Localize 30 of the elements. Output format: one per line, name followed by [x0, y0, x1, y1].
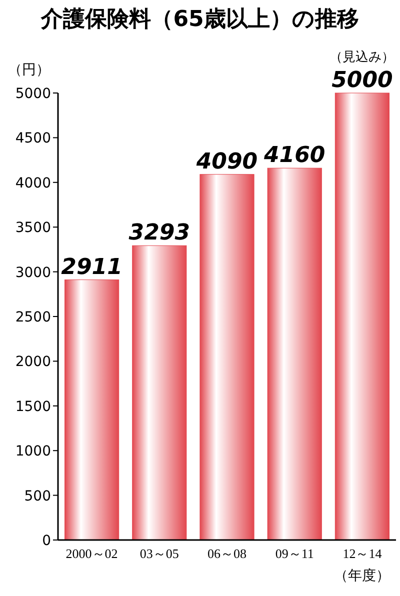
annotation: （見込み） [330, 50, 395, 65]
y-tick-label: 5000 [15, 86, 51, 102]
y-tick-label: 4000 [15, 175, 51, 192]
data-label: 5000 [332, 68, 393, 93]
chart-title: 介護保険料（65歳以上）の推移 [40, 7, 359, 32]
x-tick-label: 06～08 [208, 546, 246, 561]
data-label: 3293 [128, 220, 190, 246]
x-tick-label: 12～14 [342, 546, 382, 561]
bar [200, 174, 254, 540]
y-tick-label: 0 [42, 533, 51, 549]
y-tick-label: 2000 [15, 354, 51, 370]
bar [334, 92, 390, 540]
data-label: 4090 [195, 149, 258, 174]
y-tick-label: 500 [24, 488, 51, 504]
x-axis-title: （年度） [334, 568, 390, 584]
y-tick-label: 2500 [15, 310, 51, 326]
y-tick-label: 3000 [15, 264, 51, 281]
x-tick-label: 09～11 [275, 546, 314, 561]
bar [267, 168, 322, 540]
y-tick-label: 1000 [15, 444, 51, 460]
y-axis-title: （円） [8, 62, 50, 78]
bar [64, 280, 120, 540]
data-label: 4160 [262, 143, 326, 168]
data-label: 2911 [61, 254, 122, 280]
x-tick-label: 03～05 [140, 546, 179, 561]
bar [132, 245, 187, 540]
y-tick-label: 1500 [15, 398, 51, 415]
x-tick-label: 2000～02 [66, 546, 118, 561]
y-tick-label: 4500 [15, 130, 51, 147]
y-tick-label: 3500 [15, 220, 51, 236]
